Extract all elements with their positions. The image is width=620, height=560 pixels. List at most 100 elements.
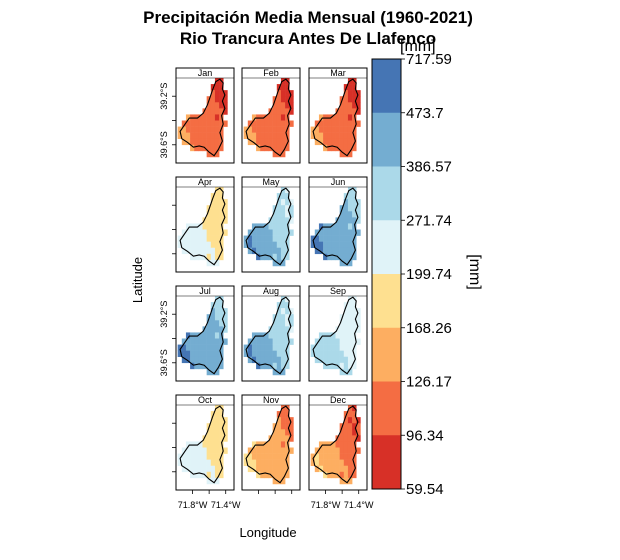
raster-cell — [343, 477, 349, 485]
raster-cell — [251, 453, 257, 460]
raster-cell — [181, 138, 187, 146]
raster-cell — [339, 356, 345, 364]
raster-cell — [280, 84, 286, 91]
raster-cell — [268, 441, 273, 448]
raster-cell — [256, 229, 261, 236]
raster-cell — [202, 465, 207, 473]
raster-cell — [272, 229, 278, 236]
raster-cell — [272, 356, 278, 364]
panel-frame — [241, 285, 301, 382]
raster-cell — [276, 114, 282, 121]
raster-cell — [352, 247, 357, 255]
raster-cell — [194, 126, 199, 133]
raster-cell — [177, 235, 183, 242]
raster-cell — [323, 471, 328, 479]
raster-cell — [260, 247, 265, 255]
raster-cell — [272, 211, 278, 218]
raster-cell — [206, 138, 212, 146]
raster-cell — [289, 429, 294, 436]
raster-cell — [343, 465, 349, 473]
raster-cell — [256, 120, 261, 127]
raster-cell — [210, 199, 216, 206]
raster-cell — [210, 423, 216, 430]
raster-cell — [285, 411, 290, 418]
raster-cell — [285, 471, 290, 479]
raster-cell — [190, 247, 195, 255]
raster-cell — [210, 150, 216, 158]
raster-cell — [214, 429, 220, 436]
raster-cell — [289, 435, 294, 442]
raster-cell — [264, 471, 269, 479]
raster-cell — [206, 211, 212, 218]
raster-cell — [331, 362, 336, 370]
raster-cell — [335, 126, 340, 133]
raster-cell — [210, 247, 216, 255]
raster-cell — [198, 471, 203, 479]
raster-cell — [347, 314, 353, 321]
raster-cell — [327, 459, 332, 467]
raster-cell — [219, 102, 224, 109]
raster-cell — [318, 241, 324, 249]
raster-cell — [256, 362, 261, 370]
raster-cell — [289, 308, 294, 315]
raster-cell — [214, 338, 220, 345]
raster-cell — [214, 368, 220, 376]
panel-title: Nov — [263, 395, 280, 405]
raster-cell — [198, 114, 203, 121]
raster-cell — [219, 96, 224, 103]
raster-cell — [314, 241, 320, 249]
raster-cell — [352, 199, 357, 206]
raster-cell — [223, 96, 228, 103]
raster-cell — [335, 229, 340, 236]
raster-cell — [276, 126, 282, 133]
raster-cell — [318, 441, 324, 448]
raster-cell — [190, 132, 195, 140]
panel-jul: Jul — [175, 285, 235, 382]
panel-title: Dec — [330, 395, 347, 405]
raster-cell — [260, 132, 265, 140]
raster-cell — [285, 138, 290, 146]
raster-cell — [327, 241, 332, 249]
basin-outline — [179, 78, 226, 157]
raster-cell — [181, 453, 187, 460]
raster-cell — [210, 223, 216, 230]
raster-cell — [285, 435, 290, 442]
raster-cell — [223, 102, 228, 109]
raster-cell — [280, 302, 286, 309]
raster-cell — [343, 223, 349, 230]
raster-cell — [247, 338, 253, 345]
raster-cell — [194, 356, 199, 364]
raster-cell — [219, 217, 224, 224]
raster-cell — [223, 314, 228, 321]
raster-cell — [214, 229, 220, 236]
raster-cell — [285, 114, 290, 121]
panel-title: Jan — [198, 68, 213, 78]
raster-cell — [264, 253, 269, 261]
raster-cell — [210, 253, 216, 261]
raster-cell — [356, 96, 361, 103]
raster-cell — [343, 423, 349, 430]
raster-cell — [210, 308, 216, 315]
panel-apr: Apr — [175, 176, 235, 273]
unit-label-top: [mm] — [400, 38, 436, 55]
raster-cell — [272, 144, 278, 152]
raster-cell — [214, 223, 220, 230]
raster-cell — [335, 138, 340, 146]
raster-cell — [280, 193, 286, 200]
month-panels: Jan Feb Mar Apr May Jun Jul Aug Sep Oct Nov Dec — [175, 67, 368, 491]
raster-cell — [347, 326, 353, 333]
raster-cell — [327, 235, 332, 242]
panel-title: Jun — [331, 177, 346, 187]
raster-cell — [247, 132, 253, 140]
raster-cell — [310, 241, 316, 249]
raster-cell — [185, 138, 191, 146]
raster-cell — [314, 132, 320, 140]
raster-cell — [339, 465, 345, 473]
raster-cell — [206, 429, 212, 436]
raster-cell — [343, 229, 349, 236]
raster-cell — [339, 241, 345, 249]
raster-cell — [314, 465, 320, 473]
raster-cell — [210, 205, 216, 212]
raster-cell — [343, 247, 349, 255]
raster-cell — [323, 126, 328, 133]
